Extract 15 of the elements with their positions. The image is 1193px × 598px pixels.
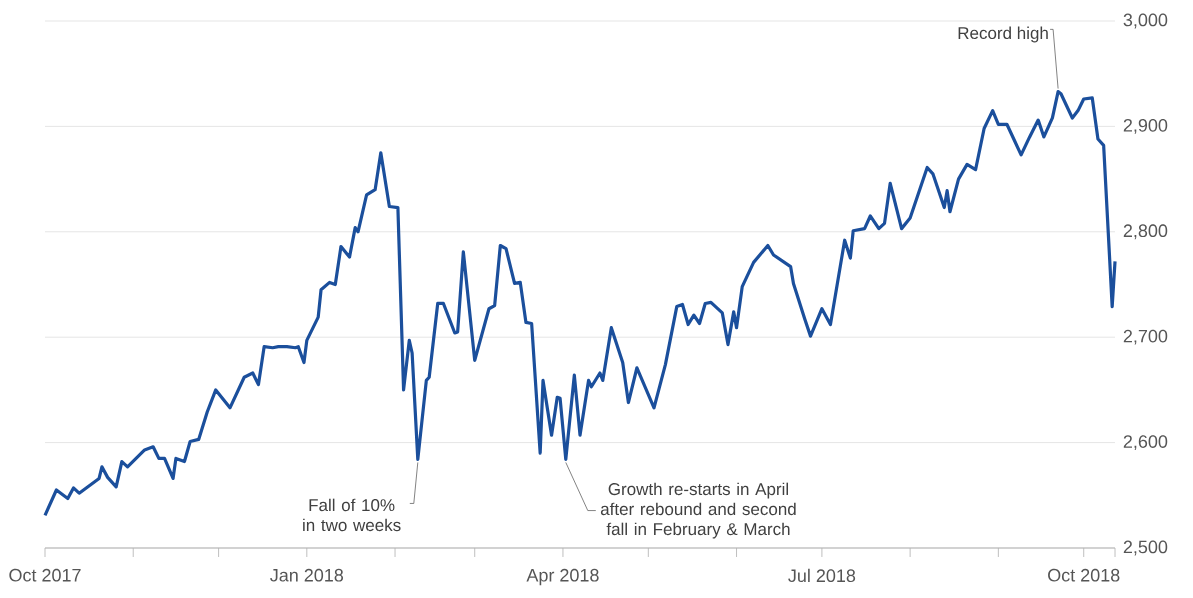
y-tick-label: 2,900 bbox=[1123, 118, 1168, 134]
y-tick-label: 2,600 bbox=[1123, 435, 1168, 451]
annotation: Record high bbox=[958, 26, 1048, 43]
x-tick-label: Jul 2018 bbox=[788, 568, 856, 583]
y-tick-label: 2,500 bbox=[1123, 540, 1168, 556]
y-tick-label: 2,700 bbox=[1123, 329, 1168, 345]
y-tick-label: 3,000 bbox=[1123, 13, 1168, 29]
line-series bbox=[43, 90, 1117, 517]
x-tick-label: Jan 2018 bbox=[270, 568, 344, 582]
annotation: Fall of 10% in two weeks bbox=[303, 498, 401, 532]
x-tick-label: Oct 2018 bbox=[1048, 568, 1120, 582]
x-tick-label: Apr 2018 bbox=[526, 568, 599, 586]
x-tick-label: Oct 2017 bbox=[9, 568, 81, 582]
annotation: Growth re-starts in April after rebound and second fall in February & March bbox=[600, 482, 796, 539]
y-tick-label: 2,800 bbox=[1123, 224, 1168, 240]
